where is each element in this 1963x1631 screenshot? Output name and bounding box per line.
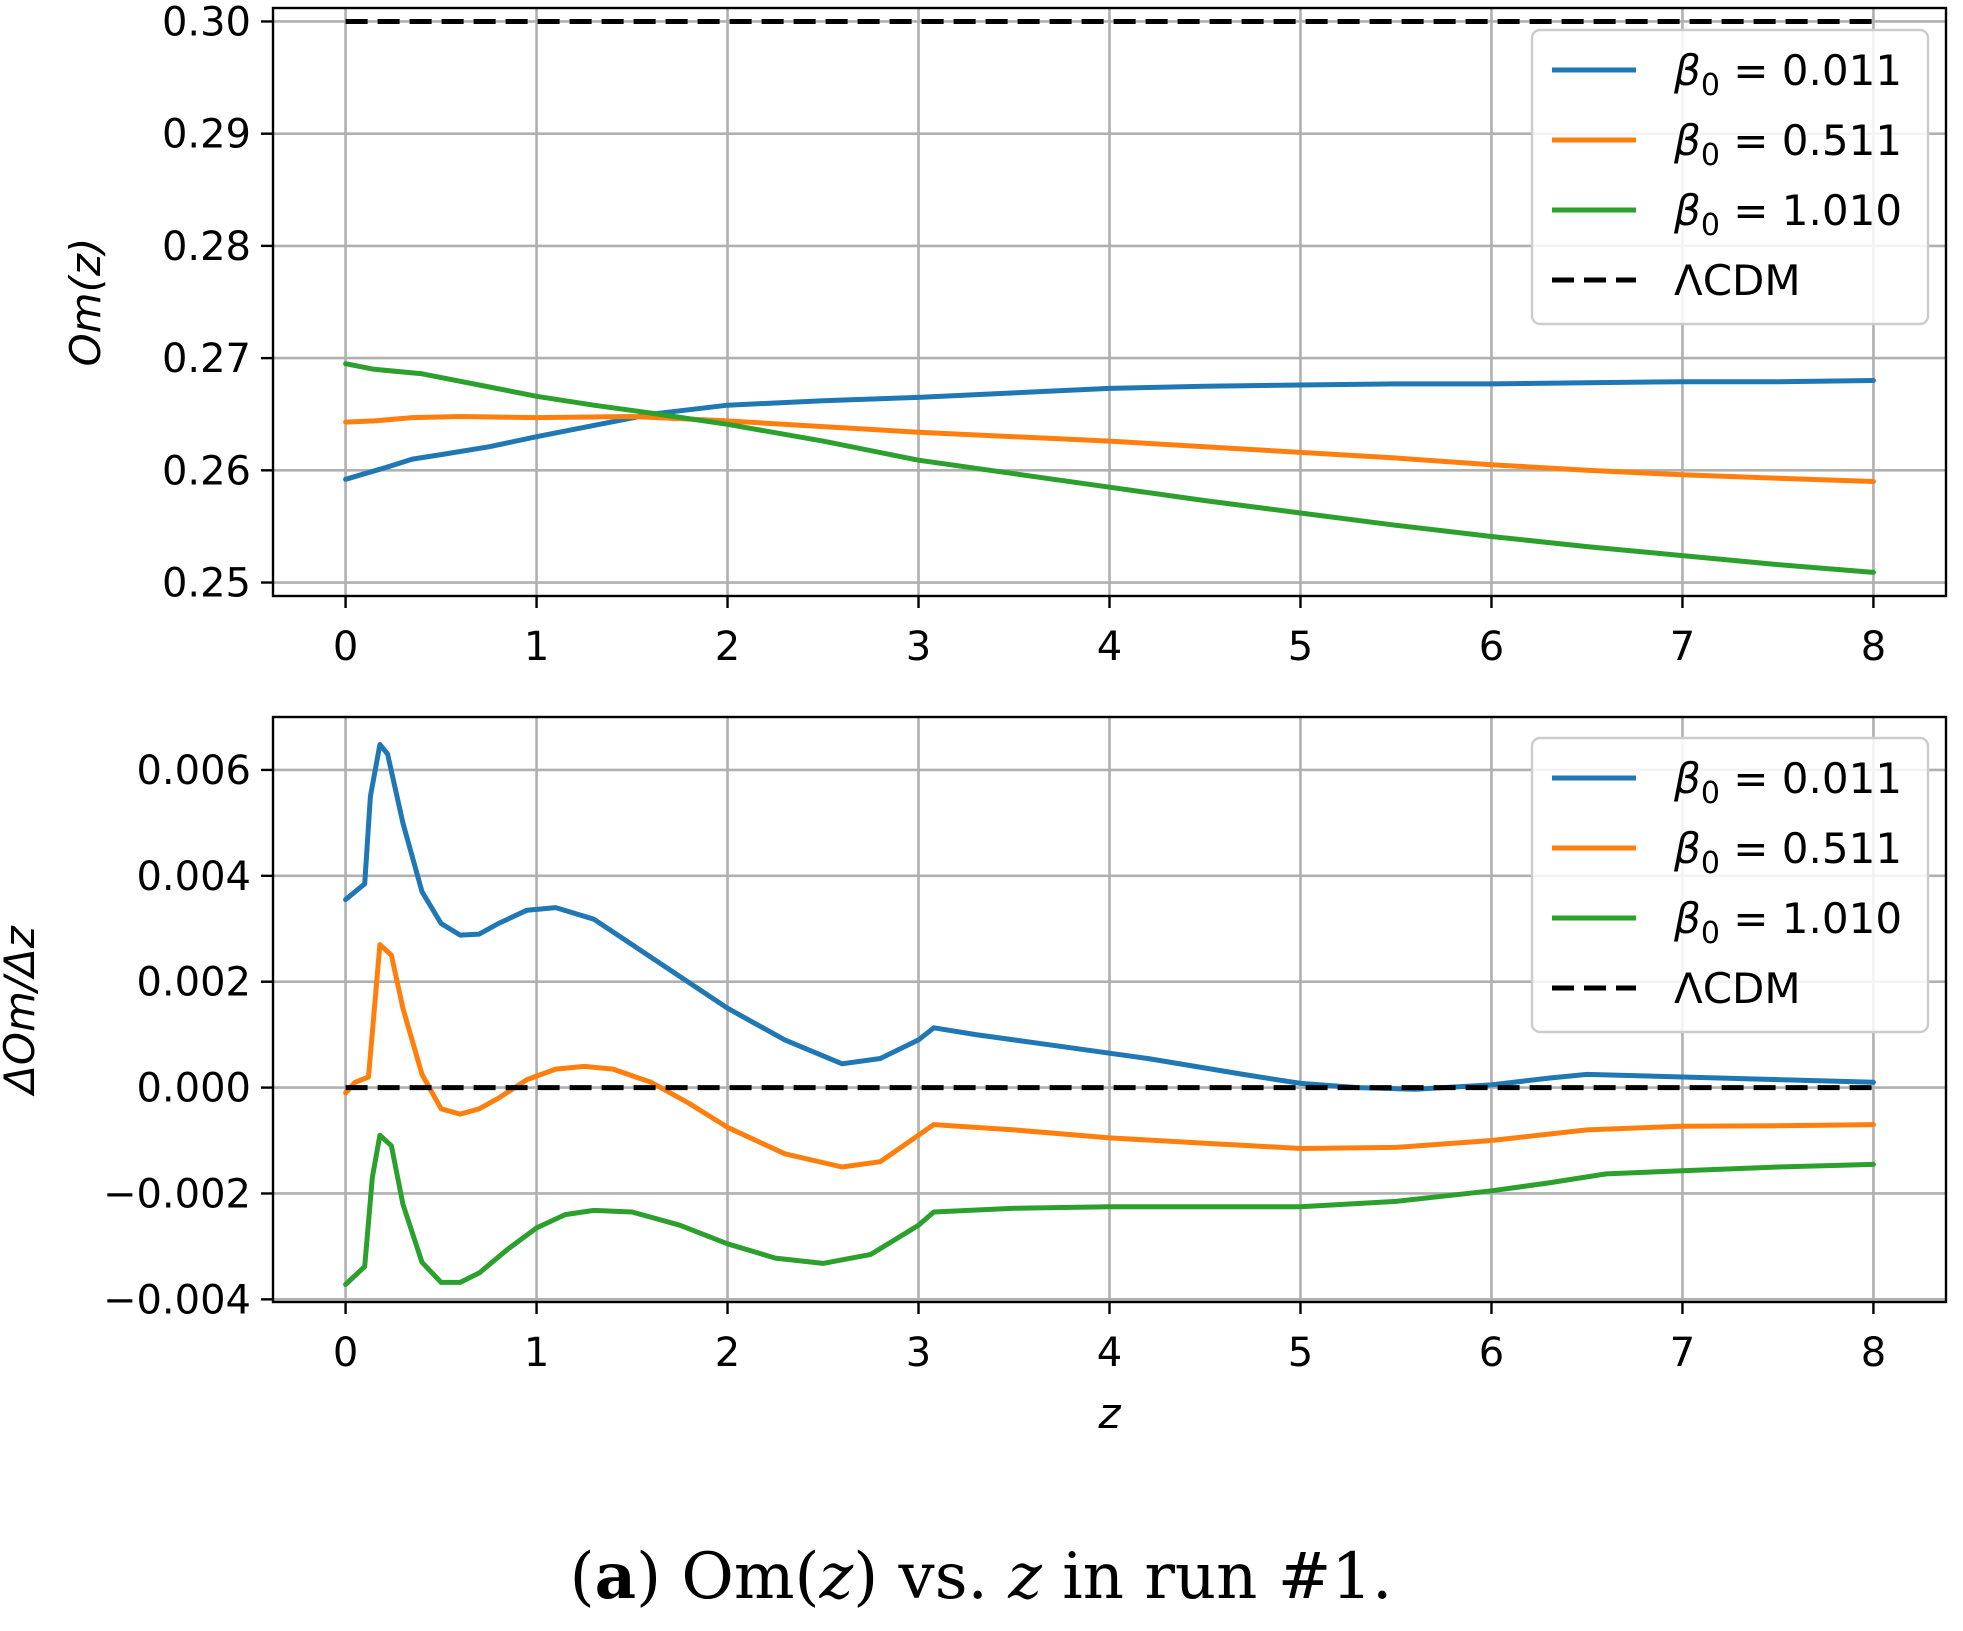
caption-text-part3: in run #1. (1042, 1540, 1392, 1614)
caption-open-paren: ( (570, 1540, 595, 1614)
top-ylabel: Om(z) (61, 238, 110, 367)
bottom-xtick-label-7: 7 (1670, 1330, 1695, 1376)
top-ytick-label-2: 0.27 (162, 336, 251, 382)
bottom-legend: β0 = 0.011 β0 = 0.511 β0 = 1.010 ΛCDM (1530, 736, 1930, 1034)
caption-z-symbol: z (819, 1540, 855, 1614)
top-panel-om-z: 0 1 2 3 4 5 6 7 8 0.25 0.26 0.27 0.28 0.29 0.30 Om(z) β0… (61, 0, 1948, 670)
bottom-legend-label-0: β0 = 0.011 (1673, 754, 1902, 811)
figure-caption: (a) Om(z) vs. z in run #1. (570, 1539, 1393, 1614)
top-series-2-line (343, 361, 1876, 575)
bottom-legend-label-3: ΛCDM (1674, 964, 1801, 1013)
bottom-xtick-label-2: 2 (715, 1330, 740, 1376)
top-legend-label-2: β0 = 1.010 (1673, 186, 1902, 243)
bottom-xlabel: z (1097, 1389, 1121, 1438)
top-legend-label-0: β0 = 0.011 (1673, 46, 1902, 103)
top-xtick-label-8: 8 (1861, 624, 1886, 670)
bottom-ytick-label-5: 0.006 (136, 748, 251, 794)
top-xtick-label-6: 6 (1479, 624, 1504, 670)
top-xtick-label-2: 2 (715, 624, 740, 670)
bottom-xtick-label-3: 3 (906, 1330, 931, 1376)
top-ytick-label-1: 0.26 (162, 448, 251, 494)
top-ytick-label-5: 0.30 (162, 0, 251, 45)
top-xtick-label-1: 1 (524, 624, 549, 670)
bottom-series-2-line (343, 1132, 1876, 1287)
bottom-legend-label-2: β0 = 1.010 (1673, 894, 1902, 951)
caption-close-paren: ) (636, 1540, 661, 1614)
top-xtick-label-3: 3 (906, 624, 931, 670)
bottom-ytick-label-4: 0.004 (136, 854, 251, 900)
caption-text-part2: ) vs. (853, 1540, 1008, 1614)
bottom-ytick-label-1: −0.002 (103, 1171, 251, 1217)
bottom-xtick-label-5: 5 (1288, 1330, 1313, 1376)
bottom-ytick-label-2: 0.000 (136, 1066, 251, 1112)
bottom-legend-label-1: β0 = 0.511 (1673, 824, 1902, 881)
top-xtick-label-0: 0 (333, 624, 358, 670)
bottom-xtick-label-6: 6 (1479, 1330, 1504, 1376)
top-xtick-label-4: 4 (1097, 624, 1122, 670)
bottom-xtick-label-8: 8 (1861, 1330, 1886, 1376)
top-xtick-label-7: 7 (1670, 624, 1695, 670)
top-ytick-label-3: 0.28 (162, 224, 251, 270)
top-xtick-label-5: 5 (1288, 624, 1313, 670)
bottom-xtick-label-1: 1 (524, 1330, 549, 1376)
bottom-ytick-label-3: 0.002 (136, 960, 251, 1006)
caption-text-part1: Om( (661, 1540, 819, 1614)
top-legend-label-1: β0 = 0.511 (1673, 116, 1902, 173)
bottom-legend-box (1530, 736, 1930, 1034)
caption-label: a (595, 1539, 636, 1614)
bottom-xtick-label-4: 4 (1097, 1330, 1122, 1376)
bottom-ytick-label-0: −0.004 (103, 1277, 251, 1323)
top-legend-box (1530, 28, 1930, 326)
top-ytick-label-4: 0.29 (162, 112, 251, 158)
top-legend-label-3: ΛCDM (1674, 256, 1801, 305)
bottom-series-1-line (343, 942, 1876, 1170)
bottom-panel-delta-om: 0 1 2 3 4 5 6 7 8 −0.004 −0.002 0.000 0.002 0.004 0.00… (0, 715, 1948, 1438)
top-legend: β0 = 0.011 β0 = 0.511 β0 = 1.010 ΛCDM (1530, 28, 1930, 326)
top-ytick-label-0: 0.25 (162, 561, 251, 607)
top-series-1-line (343, 414, 1876, 484)
caption-z-symbol-2: z (1007, 1540, 1043, 1614)
top-series-0-line (343, 378, 1876, 482)
bottom-xtick-label-0: 0 (333, 1330, 358, 1376)
bottom-ylabel: ΔOm/Δz (0, 925, 44, 1097)
